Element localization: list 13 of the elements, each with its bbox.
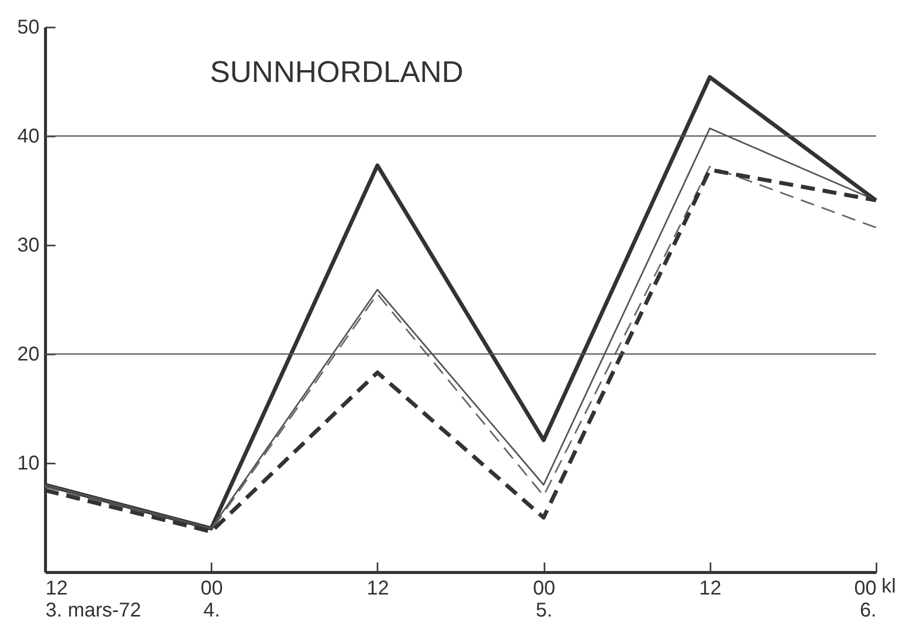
y-tick-label: 50 [17,16,40,38]
x-tick-label: 00 6. [854,578,876,622]
x-tick-label: 00 5. [532,578,556,622]
x-tick-label: 12 [366,578,390,600]
y-tick-label: 10 [17,452,40,474]
y-tick-label: 30 [17,234,40,256]
x-axis-title: kl [882,576,896,598]
text: SUNNHORDLAND [210,56,464,89]
y-tick-label: 20 [17,344,40,366]
x-tick-label: 12 3. mars-72 [46,578,142,622]
x-tick-label: 12 [699,578,722,600]
x-tick-label: 00 4. [200,578,223,622]
y-tick-label: 40 [17,126,40,148]
